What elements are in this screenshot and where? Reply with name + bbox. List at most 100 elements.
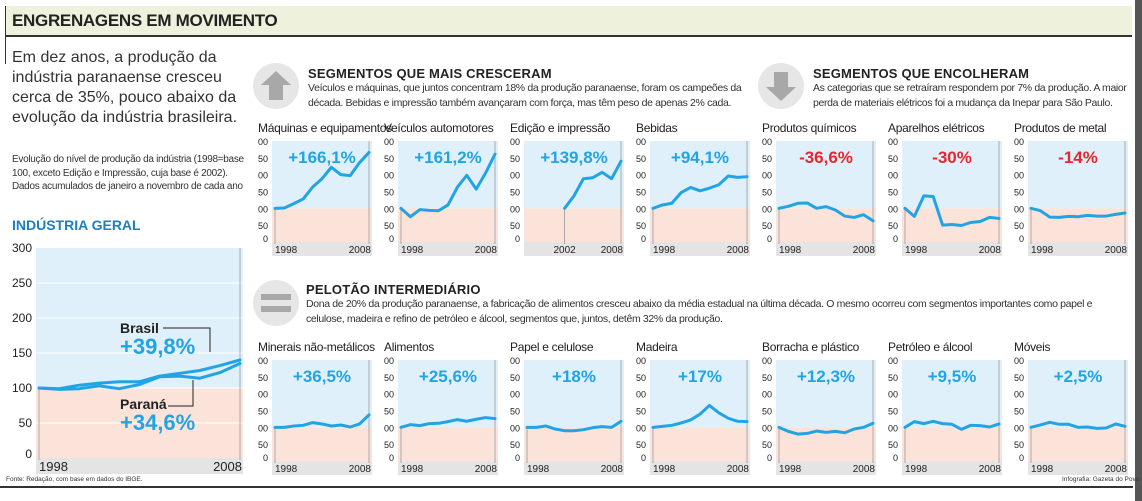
line-chart: 0 50 100 150 200 250 300 1998 2008 +166,1%	[258, 137, 372, 256]
y-tick-label: 250	[12, 276, 32, 290]
change-label: +18%	[552, 367, 596, 386]
y-tick-label: 50	[258, 221, 268, 231]
line-chart: 0 50 100 150 200 250 300 1998 2008 +25,6%	[384, 356, 498, 475]
year-band	[36, 458, 243, 474]
intro-text: Em dez anos, a produção da indústria par…	[12, 49, 238, 126]
x-tick-label: 1998	[653, 464, 676, 475]
segment-chart: Bebidas 0 50 100 150 200 250 300 1998 2008 +94,1%	[636, 121, 760, 257]
equals-icon	[253, 280, 299, 326]
segment-chart: Produtos químicos 0 50 100 150 200 250 300 1998 2…	[762, 121, 886, 257]
year-band	[650, 461, 750, 475]
y-tick-label: 50	[258, 440, 268, 450]
y-tick-label: 50	[510, 440, 520, 450]
arrow-up-icon	[253, 63, 299, 109]
segment-chart: Produtos de metal 0 50 100 150 200 250 300 1998 2…	[1014, 121, 1138, 257]
below-base-area	[1028, 427, 1128, 461]
y-tick-label: 50	[384, 221, 394, 231]
segment-chart: Móveis 0 50 100 150 200 250 300 1998 2008 +2,5%	[1014, 340, 1138, 476]
above-base-area	[272, 360, 372, 428]
y-tick-label: 100	[12, 381, 32, 395]
segment-chart: Madeira 0 50 100 150 200 250 300 1998 2008 +17%	[636, 340, 760, 476]
line-chart: 0 50 100 150 200 250 300 1998 2008 +94,1%	[636, 137, 750, 256]
line-chart: 0 50 100 150 200 250 300 1998 2008 +2,5%	[1014, 356, 1128, 475]
chart-title: Móveis	[1014, 340, 1051, 354]
change-label: +25,6%	[419, 367, 477, 386]
change-label: +166,1%	[288, 148, 356, 167]
chart-title: Minerais não-metálicos	[258, 340, 375, 354]
section-text: As categorias que se retraíram respondem…	[813, 82, 1127, 109]
year-band	[272, 242, 372, 256]
page-edge	[1135, 0, 1142, 501]
y-tick-label: 300	[888, 137, 898, 147]
y-tick-label: 250	[384, 154, 394, 164]
line-chart: 0 50 100 150 200 250 300 1998 2008 -30%	[888, 137, 1002, 256]
y-tick-label: 200	[1014, 171, 1024, 181]
y-tick-label: 100	[1014, 423, 1024, 433]
year-band	[524, 242, 624, 256]
y-tick-label: 300	[762, 356, 772, 366]
x-tick-label: 1998	[401, 464, 424, 475]
y-tick-label: 0	[893, 234, 898, 244]
y-tick-label: 250	[888, 373, 898, 383]
line-chart: 0 50 100 150 200 250 300 2002 2008 +139,8%	[510, 137, 624, 256]
x-tick-label: 1998	[527, 464, 550, 475]
y-tick-label: 100	[762, 423, 772, 433]
chart-title: Borracha e plástico	[762, 340, 860, 354]
y-tick-label: 150	[384, 407, 394, 417]
y-tick-label: 0	[641, 234, 646, 244]
y-tick-label: 200	[510, 171, 520, 181]
y-tick-label: 300	[636, 137, 646, 147]
x-tick-label: 2008	[475, 245, 498, 256]
y-tick-label: 150	[1014, 188, 1024, 198]
change-label: +94,1%	[671, 148, 729, 167]
y-tick-label: 200	[636, 171, 646, 181]
segment-chart: Edição e impressão 0 50 100 150 200 250 300 2002…	[510, 121, 634, 257]
y-tick-label: 0	[263, 234, 268, 244]
y-tick-label: 200	[510, 390, 520, 400]
x-tick-label: 2008	[853, 464, 876, 475]
brasil-value: +39,8%	[120, 334, 196, 359]
y-tick-label: 0	[893, 453, 898, 463]
year-band	[902, 242, 1002, 256]
y-tick-label: 250	[384, 373, 394, 383]
y-tick-label: 250	[510, 373, 520, 383]
y-tick-label: 200	[12, 311, 32, 325]
chart-title: Madeira	[636, 340, 678, 354]
y-tick-label: 250	[1014, 373, 1024, 383]
y-tick-label: 250	[762, 373, 772, 383]
divider	[5, 6, 6, 64]
y-tick-label: 0	[389, 453, 394, 463]
y-tick-label: 100	[1014, 204, 1024, 214]
page-title: ENGRENAGENS EM MOVIMENTO	[12, 11, 278, 30]
line-chart: 0 50 100 150 200 250 300 1998 2008 -36,6%	[762, 137, 876, 256]
caption: Evolução do nível de produção da indústr…	[12, 154, 244, 192]
year-band	[902, 461, 1002, 475]
x-tick-label: 2008	[601, 245, 624, 256]
y-tick-label: 100	[762, 204, 772, 214]
arrow-down-icon	[758, 63, 804, 109]
y-tick-label: 100	[258, 204, 268, 214]
y-tick-label: 150	[384, 188, 394, 198]
below-base-area	[902, 427, 1002, 461]
above-base-area	[272, 141, 372, 209]
chart-title: Veículos automotores	[384, 121, 494, 135]
y-tick-label: 0	[767, 234, 772, 244]
y-tick-label: 250	[636, 373, 646, 383]
y-tick-label: 300	[636, 356, 646, 366]
y-tick-label: 250	[762, 154, 772, 164]
x-tick-label: 2008	[979, 245, 1002, 256]
y-tick-label: 150	[510, 407, 520, 417]
y-tick-label: 250	[510, 154, 520, 164]
y-tick-label: 300	[384, 356, 394, 366]
section-text: Dona de 20% da produção paranaense, a fa…	[306, 298, 1093, 325]
y-tick-label: 0	[1019, 453, 1024, 463]
year-band	[272, 461, 372, 475]
above-base-area	[776, 141, 876, 209]
chart-title: Papel e celulose	[510, 340, 594, 354]
chart-title: Produtos químicos	[762, 121, 857, 135]
change-label: +17%	[678, 367, 722, 386]
line-chart: 0 50 100 150 200 250 300 1998 2008 -14%	[1014, 137, 1128, 256]
change-label: +36,5%	[293, 367, 351, 386]
y-tick-label: 300	[1014, 137, 1024, 147]
y-tick-label: 150	[1014, 407, 1024, 417]
